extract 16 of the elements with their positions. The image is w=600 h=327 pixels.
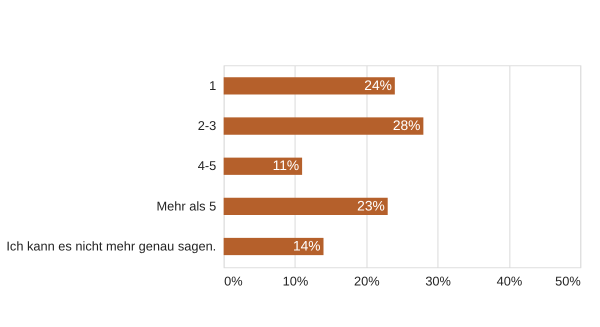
y-tick-label: Mehr als 5 — [156, 198, 216, 214]
data-label: 14% — [292, 238, 321, 254]
y-tick-label: 1 — [209, 78, 216, 93]
data-label: 28% — [392, 118, 420, 134]
x-tick-label: 0% — [224, 273, 243, 288]
y-tick-label: Ich kann es nicht mehr genau sagen. — [6, 238, 216, 254]
data-label: 23% — [357, 198, 385, 214]
x-tick-label: 20% — [354, 273, 380, 288]
x-tick-label: 50% — [555, 273, 581, 288]
x-tick-label: 40% — [496, 273, 522, 288]
y-tick-label: 4-5 — [198, 158, 216, 174]
data-label: 11% — [272, 158, 300, 174]
data-label: 24% — [364, 78, 392, 93]
x-tick-label: 30% — [425, 273, 451, 288]
y-tick-label: 2-3 — [198, 118, 216, 134]
x-tick-label: 10% — [282, 273, 308, 288]
